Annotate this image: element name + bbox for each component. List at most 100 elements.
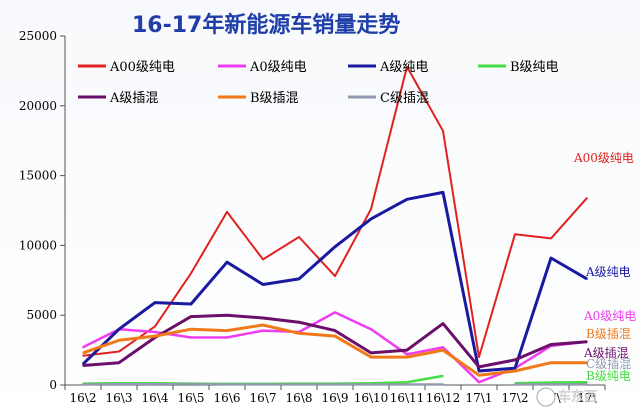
end-labels: A00级纯电 A0级纯电 A级纯电 B级纯电 A级插混 B级插混 C级插混 <box>573 151 636 383</box>
data-point <box>478 356 480 358</box>
data-point <box>262 317 264 319</box>
legend-item: A级插混 <box>78 91 158 106</box>
data-point <box>478 370 480 372</box>
data-point <box>262 258 264 261</box>
chart-title: 16-17年新能源车销量走势 <box>132 12 400 38</box>
data-point <box>190 315 192 318</box>
data-point <box>514 359 516 361</box>
data-point <box>550 237 552 240</box>
data-point <box>550 343 552 346</box>
data-point <box>226 383 228 385</box>
x-tick-label: 16\5 <box>178 391 205 405</box>
data-point <box>442 349 444 351</box>
legend: A00级纯电 A0级纯电 A级纯电 B级纯电 A级插混 B级插混 C级插混 <box>78 60 559 106</box>
x-tick-label: 16\11 <box>390 391 425 405</box>
data-point <box>334 329 336 332</box>
data-point <box>442 130 444 132</box>
x-tick-label: 17\2 <box>502 391 529 405</box>
data-point <box>190 272 192 275</box>
data-point <box>370 383 372 385</box>
legend-item: A0级纯电 <box>218 60 307 75</box>
legend-item: C级插混 <box>348 91 429 106</box>
legend-item: A00级纯电 <box>78 60 175 75</box>
data-point <box>190 303 192 305</box>
data-point <box>82 354 84 357</box>
data-point <box>370 328 372 330</box>
data-point <box>298 236 300 238</box>
x-tick-label: 16\10 <box>354 391 389 405</box>
data-point <box>586 197 588 199</box>
data-point <box>406 65 408 68</box>
data-point <box>586 278 588 280</box>
data-point <box>478 381 480 384</box>
data-point <box>190 383 192 385</box>
data-point <box>262 383 264 385</box>
data-point <box>226 329 228 332</box>
data-point <box>154 335 156 337</box>
data-point <box>334 311 336 314</box>
legend-label: A0级纯电 <box>249 60 307 75</box>
series-lines <box>81 65 588 386</box>
data-point <box>370 356 372 358</box>
data-point <box>226 314 228 317</box>
data-point <box>190 336 192 339</box>
watermark: 车东西 <box>536 387 597 407</box>
legend-label: A级纯电 <box>379 60 428 75</box>
series-6 <box>82 382 588 386</box>
data-point <box>442 383 444 385</box>
data-point <box>118 339 120 342</box>
data-point <box>154 331 156 333</box>
data-point <box>586 383 588 385</box>
data-point <box>334 275 336 277</box>
data-point <box>514 370 516 372</box>
data-point <box>334 383 336 385</box>
data-point <box>406 349 408 351</box>
data-point <box>550 257 552 259</box>
data-point <box>226 336 228 339</box>
data-point <box>442 191 444 194</box>
data-point <box>298 332 300 335</box>
data-point <box>406 198 408 201</box>
data-point <box>586 340 588 343</box>
end-label: A级插混 <box>583 346 629 360</box>
data-point <box>82 364 84 367</box>
x-tick-label: 16\6 <box>214 391 241 405</box>
data-point <box>334 245 336 248</box>
data-point <box>154 301 156 304</box>
end-label: C级插混 <box>586 357 631 371</box>
x-tick-label: 16\2 <box>70 391 97 405</box>
legend-item: A级纯电 <box>348 60 428 75</box>
data-point <box>406 383 408 385</box>
data-point <box>478 366 480 368</box>
data-point <box>118 328 120 330</box>
x-tick-label: 16\8 <box>286 391 313 405</box>
data-point <box>118 383 120 385</box>
watermark-text: 车东西 <box>558 389 597 405</box>
data-point <box>586 361 588 364</box>
data-point <box>514 367 516 370</box>
legend-item: B级插混 <box>218 91 299 106</box>
data-point <box>514 233 516 236</box>
data-point <box>82 346 84 349</box>
data-point <box>406 353 408 356</box>
data-point <box>514 383 516 385</box>
y-tick-label: 25000 <box>19 29 57 43</box>
data-point <box>262 324 264 326</box>
data-point <box>82 352 84 354</box>
end-label: B级纯电 <box>586 369 631 383</box>
legend-label: B级插混 <box>250 91 299 106</box>
data-point <box>550 381 552 384</box>
watermark-logo-icon <box>536 387 556 407</box>
x-tick-label: 16\3 <box>106 391 133 405</box>
end-label: A00级纯电 <box>573 151 634 165</box>
data-point <box>442 375 444 377</box>
data-point <box>226 211 228 213</box>
x-ticks: 16\2 16\3 16\4 16\5 16\6 16\7 16\8 16\9 16\10 16\… <box>64 385 606 405</box>
x-tick-label: 16\4 <box>142 391 169 405</box>
series-5 <box>82 323 588 377</box>
data-point <box>118 350 120 353</box>
legend-label: A级插混 <box>109 91 158 106</box>
